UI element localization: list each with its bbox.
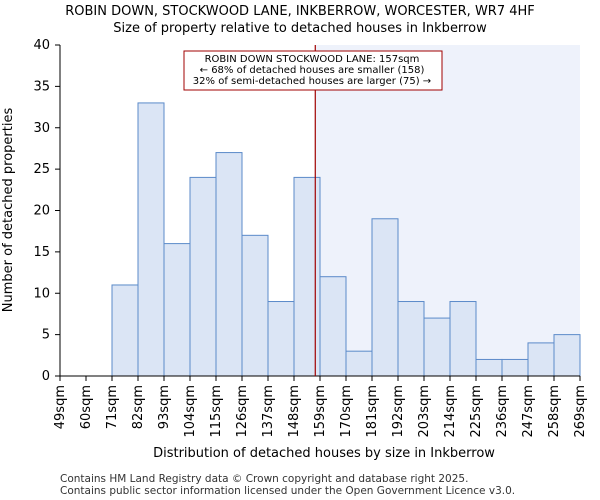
x-tick-label-258sqm: 258sqm	[547, 385, 562, 438]
y-tick-label-25: 25	[33, 162, 50, 177]
x-tick-label-82sqm: 82sqm	[131, 385, 146, 429]
y-ticks-group: 0 5 10 15 20 25 30 35 40	[33, 38, 60, 384]
bar-71sqm	[111, 284, 139, 377]
x-tick-label-49sqm: 49sqm	[53, 385, 68, 429]
x-tick-label-247sqm: 247sqm	[521, 385, 536, 438]
bar-247sqm	[527, 342, 555, 377]
annotation-line-larger: 32% of semi-detached houses are larger (…	[193, 76, 431, 87]
annotation-box	[183, 50, 443, 91]
chart-title: ROBIN DOWN, STOCKWOOD LANE, INKBERROW, W…	[65, 4, 535, 19]
y-tick-label-35: 35	[33, 79, 50, 94]
y-tick-label-15: 15	[33, 245, 50, 260]
bar-170sqm	[345, 350, 373, 377]
bar-181sqm	[371, 218, 399, 377]
x-tick-label-192sqm: 192sqm	[391, 385, 406, 438]
x-tick-label-137sqm: 137sqm	[261, 385, 276, 438]
x-axis-label: Distribution of detached houses by size …	[153, 446, 495, 461]
y-tick-label-10: 10	[33, 286, 50, 301]
x-tick-label-115sqm: 115sqm	[209, 385, 224, 438]
bar-236sqm	[501, 358, 529, 377]
x-tick-label-60sqm: 60sqm	[79, 385, 94, 429]
footer-line-1: Contains HM Land Registry data © Crown c…	[60, 473, 468, 485]
annotation-line-smaller: ← 68% of detached houses are smaller (15…	[200, 65, 425, 76]
bar-115sqm	[215, 152, 243, 377]
footer-line-2: Contains public sector information licen…	[60, 485, 515, 497]
y-axis-label: Number of detached properties	[1, 108, 16, 313]
x-tick-label-181sqm: 181sqm	[365, 385, 380, 438]
x-tick-label-93sqm: 93sqm	[157, 385, 172, 429]
y-tick-label-40: 40	[33, 38, 50, 53]
y-tick-label-0: 0	[42, 369, 50, 384]
x-tick-label-104sqm: 104sqm	[183, 385, 198, 438]
bar-104sqm	[189, 176, 217, 377]
y-tick-label-20: 20	[33, 204, 50, 219]
bar-214sqm	[449, 301, 477, 377]
bar-148sqm	[293, 176, 321, 377]
bar-192sqm	[397, 301, 425, 377]
x-ticks-group: 49sqm 60sqm 71sqm 82sqm 93sqm 104sqm 115sqm 126…	[53, 376, 588, 438]
bar-203sqm	[423, 317, 451, 377]
x-tick-label-126sqm: 126sqm	[235, 385, 250, 438]
x-tick-label-203sqm: 203sqm	[417, 385, 432, 438]
bars-group	[111, 102, 581, 377]
bar-159sqm	[319, 276, 347, 377]
bar-82sqm	[137, 102, 165, 377]
x-tick-label-71sqm: 71sqm	[105, 385, 120, 429]
bar-126sqm	[241, 234, 269, 377]
x-tick-label-269sqm: 269sqm	[573, 385, 588, 438]
bar-93sqm	[163, 243, 191, 377]
x-tick-label-148sqm: 148sqm	[287, 385, 302, 438]
x-tick-label-170sqm: 170sqm	[339, 385, 354, 438]
bar-258sqm	[553, 334, 581, 377]
chart-subtitle: Size of property relative to detached ho…	[113, 21, 487, 36]
x-tick-label-214sqm: 214sqm	[443, 385, 458, 438]
y-tick-label-5: 5	[42, 328, 50, 343]
x-tick-label-225sqm: 225sqm	[469, 385, 484, 438]
x-tick-label-159sqm: 159sqm	[313, 385, 328, 438]
annotation-line-property: ROBIN DOWN STOCKWOOD LANE: 157sqm	[205, 54, 420, 65]
y-tick-label-30: 30	[33, 121, 50, 136]
x-tick-label-236sqm: 236sqm	[495, 385, 510, 438]
bar-225sqm	[475, 358, 503, 377]
bar-137sqm	[267, 301, 295, 377]
